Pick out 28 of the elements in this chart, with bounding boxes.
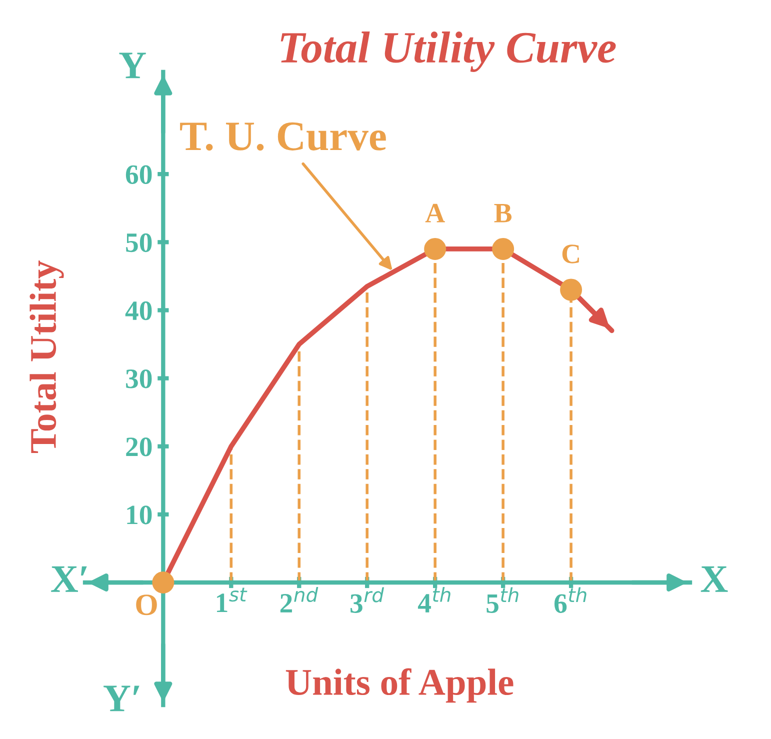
y-tick-label: 10 bbox=[127, 506, 152, 524]
x-tick-label: 6$^{th}$ bbox=[554, 587, 586, 613]
y-tick-label: 30 bbox=[126, 369, 152, 388]
y-tick-label: 60 bbox=[126, 165, 152, 184]
annotation: T. U. Curve bbox=[180, 122, 386, 151]
point bbox=[424, 238, 446, 260]
text: X bbox=[700, 566, 728, 592]
x-tick-label: 2$^{nd}$ bbox=[280, 586, 318, 612]
annotation: Y bbox=[119, 52, 146, 78]
point bbox=[492, 238, 514, 260]
y-tick-label: 40 bbox=[125, 301, 152, 320]
annotation: O bbox=[136, 594, 157, 616]
annotation: Y′ bbox=[104, 686, 140, 712]
point bbox=[152, 571, 174, 594]
point bbox=[560, 278, 582, 301]
y-axis-title: Total Utility bbox=[30, 260, 64, 453]
x-axis-title: Units of Apple bbox=[286, 668, 514, 703]
annotation: X′ bbox=[51, 566, 87, 592]
annotation: C bbox=[562, 244, 579, 264]
annotation: B bbox=[494, 204, 512, 222]
y-tick-label: 50 bbox=[126, 233, 152, 252]
chart-title: Total Utility Curve bbox=[280, 32, 616, 72]
x-tick-label: 4$^{th}$ bbox=[418, 586, 450, 612]
x-tick-label: 1$^{st}$ bbox=[216, 588, 248, 612]
x-tick-label: 3$^{rd}$ bbox=[350, 587, 384, 613]
x-tick-label: 5$^{th}$ bbox=[486, 587, 518, 613]
y-tick-label: 20 bbox=[126, 438, 152, 456]
annotation: A bbox=[425, 204, 445, 222]
